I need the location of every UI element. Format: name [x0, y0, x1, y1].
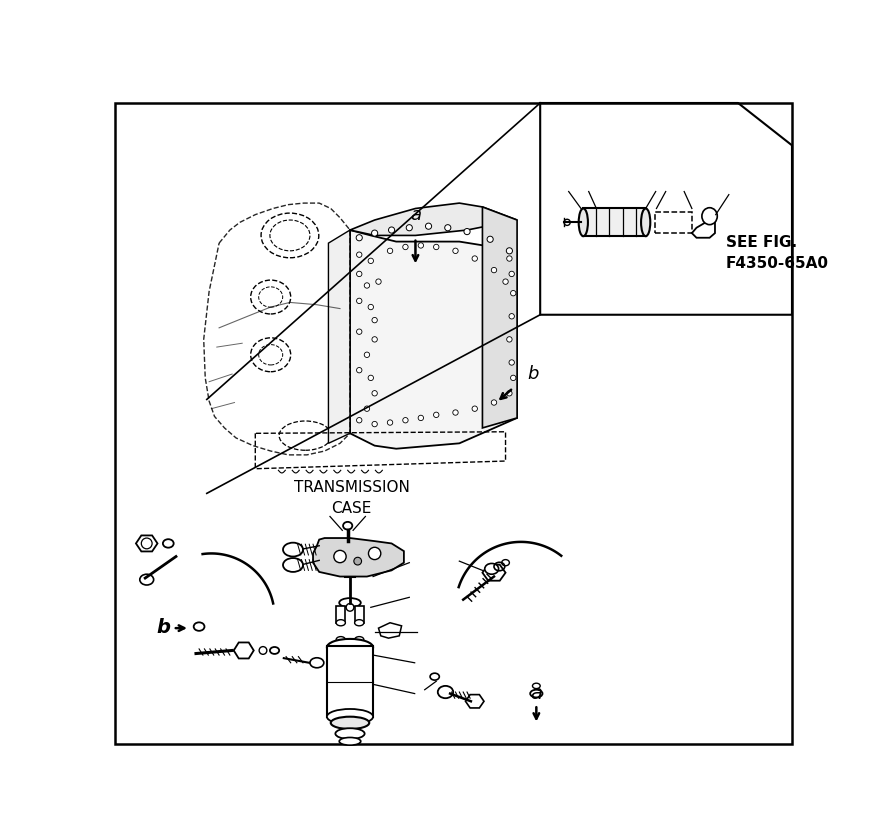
Circle shape — [418, 415, 424, 420]
Circle shape — [434, 244, 439, 250]
Circle shape — [357, 252, 362, 258]
Text: SEE FIG.
F4350-65A0: SEE FIG. F4350-65A0 — [726, 235, 828, 271]
Ellipse shape — [335, 728, 365, 739]
Ellipse shape — [343, 522, 352, 529]
Polygon shape — [350, 203, 517, 236]
Polygon shape — [692, 220, 715, 237]
Circle shape — [357, 367, 362, 373]
Ellipse shape — [327, 709, 373, 724]
Ellipse shape — [310, 658, 324, 668]
Circle shape — [491, 400, 496, 405]
Ellipse shape — [485, 564, 498, 574]
Circle shape — [472, 406, 477, 411]
Polygon shape — [466, 695, 484, 708]
Bar — [655, 211, 692, 233]
Polygon shape — [313, 538, 404, 576]
Text: a: a — [530, 684, 543, 703]
Circle shape — [388, 420, 393, 425]
Text: b: b — [527, 365, 538, 383]
Circle shape — [509, 314, 514, 319]
Circle shape — [418, 242, 424, 248]
Ellipse shape — [702, 208, 717, 225]
Circle shape — [372, 317, 377, 323]
Ellipse shape — [140, 574, 154, 585]
Circle shape — [356, 235, 362, 241]
Circle shape — [507, 336, 512, 342]
Bar — [582, 208, 646, 237]
Circle shape — [357, 418, 362, 423]
Circle shape — [354, 557, 362, 565]
Circle shape — [403, 244, 408, 250]
Circle shape — [365, 352, 370, 357]
Circle shape — [365, 283, 370, 288]
Circle shape — [472, 256, 477, 261]
Circle shape — [487, 237, 493, 242]
Circle shape — [507, 256, 512, 261]
Circle shape — [259, 647, 267, 654]
Circle shape — [511, 375, 516, 381]
Polygon shape — [482, 565, 505, 581]
Circle shape — [444, 225, 450, 231]
Circle shape — [511, 290, 516, 296]
Polygon shape — [328, 230, 350, 443]
Text: b: b — [157, 618, 171, 637]
Circle shape — [334, 550, 346, 563]
Circle shape — [346, 603, 354, 611]
Bar — [327, 646, 373, 717]
Text: a: a — [410, 206, 421, 224]
Circle shape — [388, 248, 393, 253]
Circle shape — [368, 305, 373, 310]
Circle shape — [509, 271, 514, 277]
Circle shape — [491, 268, 496, 273]
Ellipse shape — [355, 620, 364, 626]
Ellipse shape — [355, 637, 364, 643]
Ellipse shape — [327, 639, 373, 656]
Ellipse shape — [579, 208, 588, 237]
Circle shape — [507, 391, 512, 396]
Ellipse shape — [283, 558, 303, 572]
Circle shape — [357, 298, 362, 304]
Text: TRANSMISSION
CASE: TRANSMISSION CASE — [294, 480, 410, 515]
Circle shape — [142, 538, 152, 549]
Ellipse shape — [438, 685, 453, 698]
Polygon shape — [136, 535, 158, 551]
Circle shape — [509, 360, 514, 365]
Ellipse shape — [336, 637, 345, 643]
Circle shape — [406, 225, 412, 231]
Circle shape — [376, 279, 381, 284]
Circle shape — [365, 406, 370, 411]
Circle shape — [372, 336, 377, 342]
Polygon shape — [234, 643, 254, 659]
Circle shape — [453, 409, 458, 415]
Circle shape — [564, 219, 570, 226]
Polygon shape — [482, 207, 517, 428]
Bar — [355, 606, 364, 623]
Polygon shape — [350, 230, 517, 449]
Circle shape — [426, 223, 432, 229]
Circle shape — [464, 228, 470, 235]
Ellipse shape — [336, 620, 345, 626]
Circle shape — [357, 329, 362, 335]
Ellipse shape — [339, 737, 361, 745]
Bar — [336, 606, 345, 623]
Circle shape — [357, 271, 362, 277]
Circle shape — [368, 547, 381, 560]
Circle shape — [372, 391, 377, 396]
Circle shape — [389, 227, 395, 233]
Ellipse shape — [641, 208, 650, 237]
Circle shape — [403, 418, 408, 423]
Ellipse shape — [339, 598, 361, 607]
Ellipse shape — [331, 717, 369, 729]
Polygon shape — [379, 623, 402, 638]
Circle shape — [453, 248, 458, 253]
Circle shape — [506, 248, 512, 254]
Circle shape — [434, 412, 439, 418]
Circle shape — [503, 279, 508, 284]
Circle shape — [368, 258, 373, 263]
Circle shape — [368, 375, 373, 381]
Ellipse shape — [283, 543, 303, 556]
Circle shape — [372, 421, 377, 427]
Circle shape — [372, 230, 378, 237]
